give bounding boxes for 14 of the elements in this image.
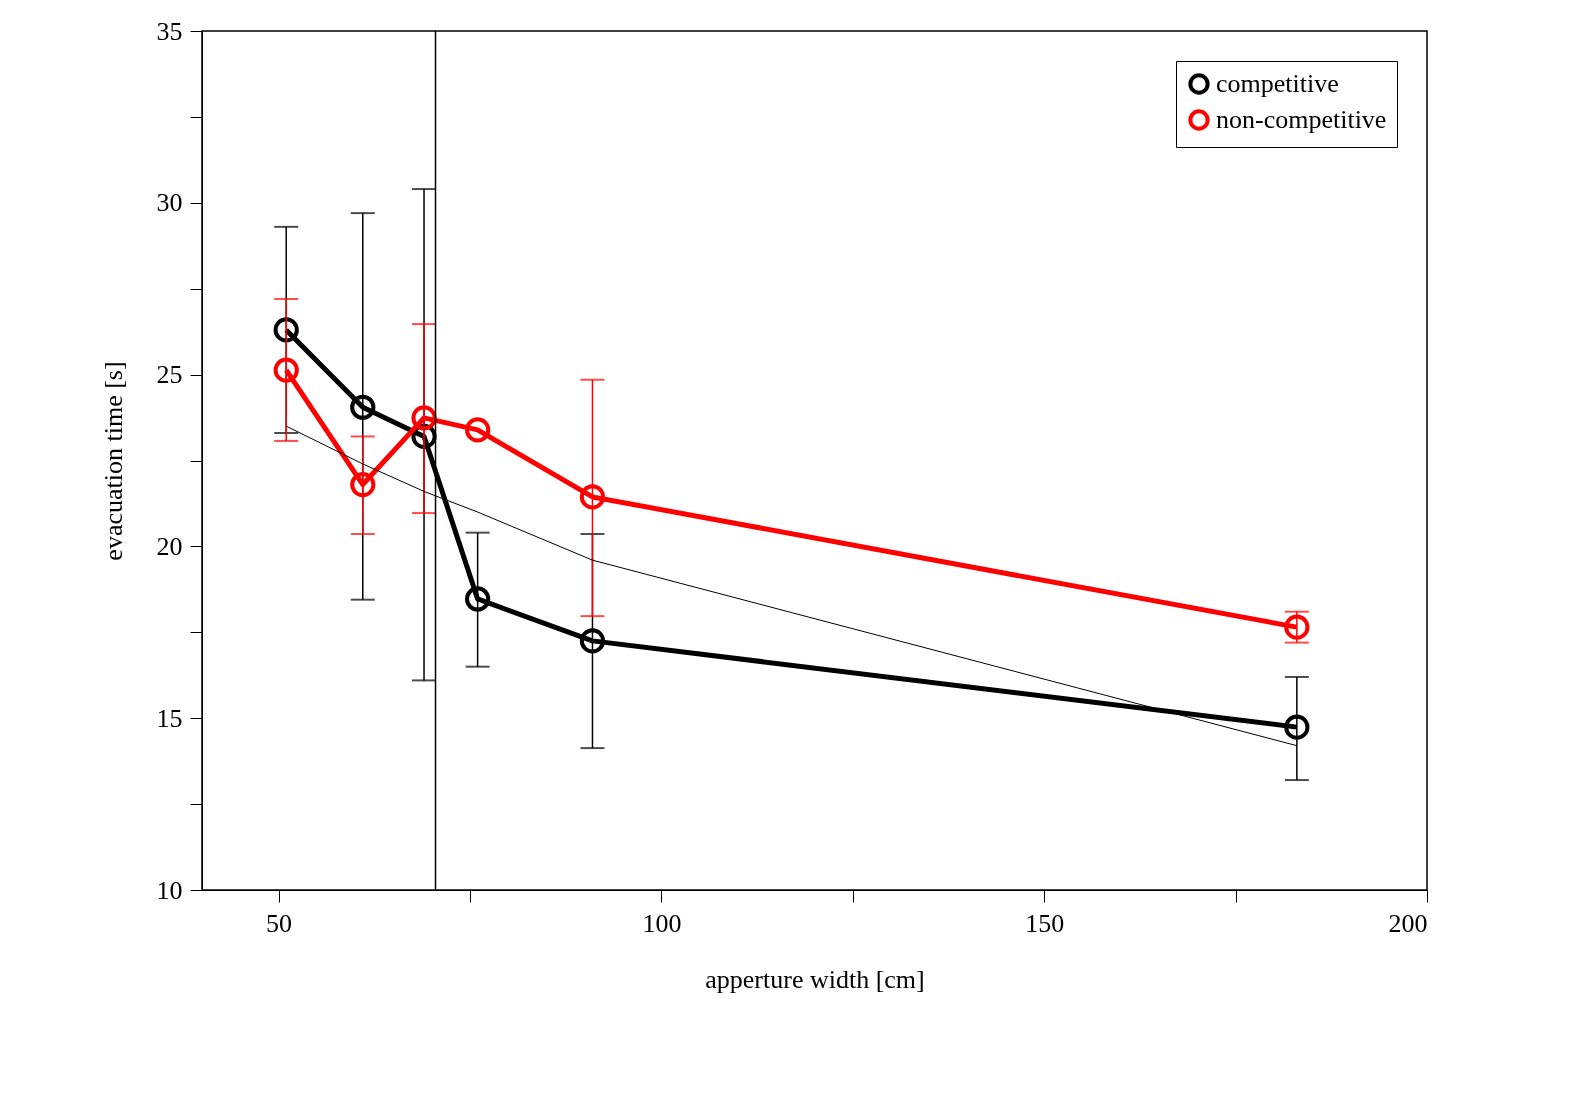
x-tick-label: 50 [266, 908, 293, 938]
y-tick-label: 10 [156, 875, 183, 905]
y-tick-label: 15 [156, 703, 183, 733]
y-tick-label: 20 [156, 531, 183, 561]
legend-label: competitive [1216, 69, 1339, 98]
legend-label: non-competitive [1216, 105, 1387, 134]
y-tick-label: 25 [156, 360, 183, 390]
x-tick-label: 200 [1388, 908, 1428, 938]
x-axis-title: apperture width [cm] [705, 964, 925, 994]
y-tick-label: 30 [156, 188, 183, 218]
y-axis-title: evacuation time [s] [98, 361, 128, 561]
x-tick-label: 150 [1025, 908, 1065, 938]
x-tick-label: 100 [642, 908, 682, 938]
y-tick-label: 35 [156, 16, 183, 46]
